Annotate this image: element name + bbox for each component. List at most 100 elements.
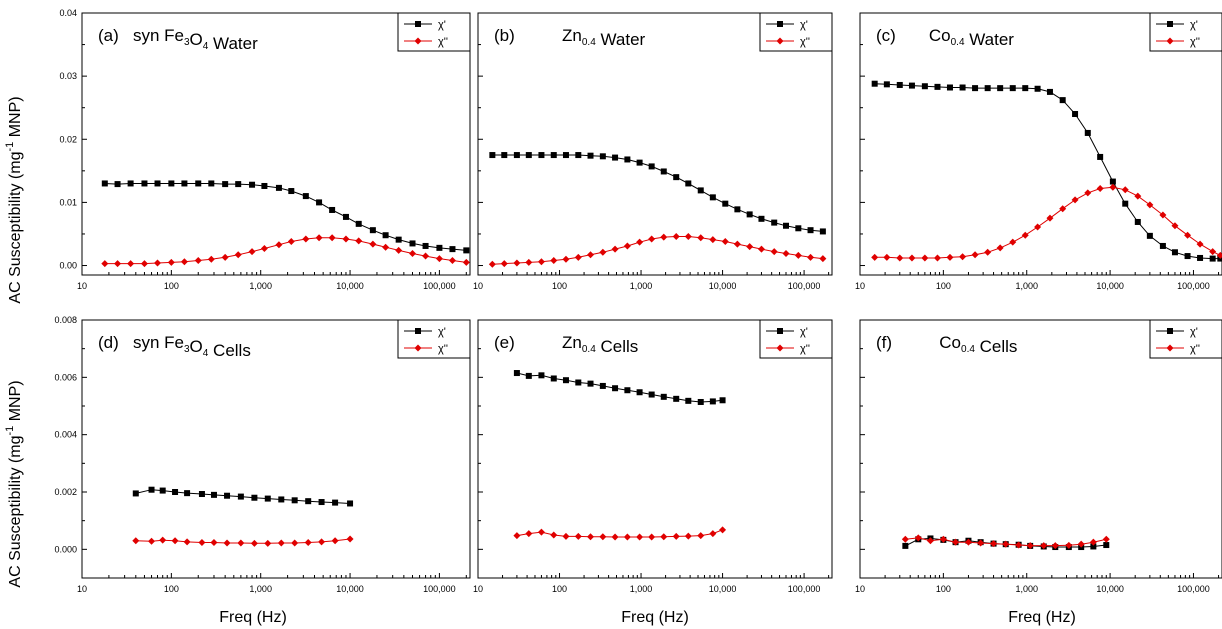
x-tick-label: 10 [77,281,87,291]
data-point-chi-double-prime [148,537,156,545]
x-axis-label-right: Freq (Hz) [1008,609,1076,626]
data-point-chi-double-prime [908,254,916,262]
data-point-chi-prime [1034,85,1041,92]
x-tick-label: 1,000 [630,584,653,594]
data-point-chi-double-prime [248,248,256,256]
data-point-chi-prime [758,215,765,222]
data-point-chi-prime [1197,254,1204,261]
data-point-chi-prime [409,240,416,247]
y-tick-label: 0.000 [54,544,77,554]
x-tick-label: 100 [552,281,567,291]
data-point-chi-double-prime [1196,240,1204,248]
data-point-chi-double-prime [562,532,570,540]
title-subscript: 4 [203,41,209,52]
chart-panel-3: 10 100 1,000 10,000 100,000 (c) Co0.4 Water χ'… [855,12,1222,291]
data-point-chi-double-prime [1071,196,1079,204]
data-point-chi-prime [264,495,271,502]
data-point-chi-prime [871,80,878,87]
data-point-chi-double-prime [250,539,258,547]
series-line-chi-double-prime [516,529,723,538]
x-tick-label: 1,000 [1015,281,1038,291]
plot-frame [859,319,1222,579]
data-point-chi-prime [168,180,175,187]
legend-marker-chi-double-prime [414,344,422,352]
y-tick-label: 0.01 [59,197,77,207]
data-point-chi-double-prime [167,258,175,266]
series-line-chi-double-prime [492,236,823,265]
data-point-chi-prime [261,182,268,189]
data-point-chi-double-prime [807,253,815,261]
data-point-chi-prime [685,180,692,187]
data-point-chi-double-prime [1002,540,1010,548]
x-tick-label: 10 [855,281,865,291]
data-point-chi-prime [771,219,778,226]
data-point-chi-prime [997,85,1004,92]
legend-marker-chi-prime [415,21,421,27]
data-point-chi-double-prime [513,532,521,540]
data-point-chi-double-prime [719,526,727,534]
title-subscript: 0.4 [951,37,965,48]
x-tick-label: 100 [552,584,567,594]
data-point-chi-double-prime [264,539,272,547]
x-tick-label: 10,000 [336,584,364,594]
data-point-chi-prime [1097,153,1104,160]
data-point-chi-prime [235,181,242,188]
data-point-chi-prime [1009,85,1016,92]
data-point-chi-prime [575,379,582,386]
data-point-chi-double-prime [277,539,285,547]
panel-title: (f) Co0.4 Cells [876,333,1017,356]
data-point-chi-double-prime [369,240,377,248]
data-point-chi-double-prime [1171,222,1179,230]
data-point-chi-prime [1184,253,1191,260]
series-line-chi-prime [492,154,823,232]
y-axis-label-sup: -1 [4,426,16,436]
data-point-chi-double-prime [1134,192,1142,200]
data-point-chi-double-prime [709,530,717,538]
data-point-chi-prime [141,180,148,187]
data-point-chi-double-prime [1015,541,1023,549]
data-point-chi-prime [550,152,557,159]
data-point-chi-prime [513,370,520,377]
data-point-chi-double-prime [697,532,705,540]
data-point-chi-double-prime [611,245,619,253]
y-tick-label: 0.004 [54,430,77,440]
x-tick-label: 100,000 [423,281,456,291]
data-point-chi-prime [946,84,953,91]
data-point-chi-prime [819,228,826,235]
data-point-chi-double-prime [660,233,668,241]
legend-box [397,319,471,359]
data-point-chi-double-prime [782,250,790,258]
data-point-chi-prime [795,225,802,232]
data-point-chi-prime [222,181,229,188]
legend-marker-chi-double-prime [776,37,784,45]
title-text: O [190,337,203,356]
data-point-chi-prime [127,180,134,187]
data-point-chi-prime [224,492,231,499]
y-axis-label-tail: MNP) [7,96,24,141]
data-point-chi-prime [288,188,295,195]
data-point-chi-prime [114,181,121,188]
data-point-chi-prime [159,487,166,494]
data-point-chi-prime [902,542,909,549]
y-tick-label: 0.008 [54,315,77,325]
data-point-chi-prime [463,247,470,254]
legend: χ' χ'' [397,319,471,359]
legend: χ' χ'' [1149,319,1222,359]
chart-panel-1: 0.00 0.01 0.02 0.03 0.04 10 100 1,000 10,000 100,… [59,8,471,291]
data-point-chi-prime [1103,542,1110,549]
data-point-chi-prime [1122,200,1129,207]
data-point-chi-double-prime [1051,542,1059,550]
y-axis-label-main: AC Susceptibility (mg [7,436,24,588]
data-point-chi-prime [342,213,349,220]
data-point-chi-prime [782,222,789,229]
x-axis-label-middle: Freq (Hz) [621,609,689,626]
legend-marker-chi-prime [777,21,783,27]
series-line-chi-prime [874,83,1221,260]
x-tick-label: 100,000 [1177,281,1210,291]
x-tick-label: 1,000 [249,281,272,291]
x-tick-label: 100,000 [1177,584,1210,594]
data-point-chi-prime [896,81,903,88]
y-tick-label: 0.006 [54,372,77,382]
data-point-chi-prime [673,395,680,402]
